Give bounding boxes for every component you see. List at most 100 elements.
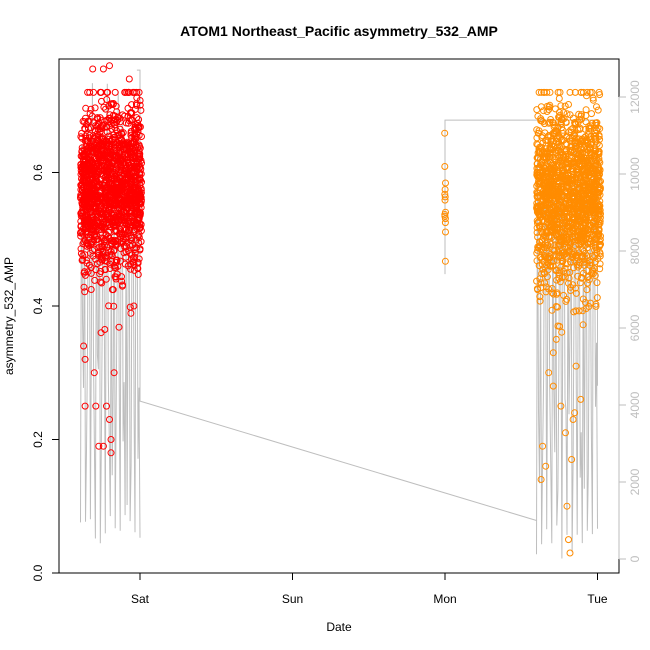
x-tick-label: Tue <box>587 592 608 606</box>
data-point <box>109 222 117 230</box>
data-point <box>136 144 144 152</box>
data-point <box>580 247 588 255</box>
data-point <box>564 248 572 256</box>
data-point <box>535 127 543 135</box>
data-point <box>549 118 556 126</box>
data-point <box>116 114 124 122</box>
data-point <box>578 211 586 219</box>
data-point <box>138 133 145 140</box>
data-point <box>595 163 602 171</box>
data-point <box>112 102 120 110</box>
data-point <box>442 179 449 187</box>
data-point <box>541 253 549 261</box>
data-point <box>107 142 115 150</box>
data-point <box>591 147 599 155</box>
data-point <box>107 149 114 157</box>
data-point <box>121 235 129 243</box>
data-point <box>577 204 585 212</box>
data-point <box>137 165 145 173</box>
data-point <box>557 136 565 144</box>
data-point <box>596 236 604 244</box>
data-point <box>596 91 604 99</box>
data-point <box>110 210 118 218</box>
data-point <box>78 129 86 137</box>
data-point <box>535 174 543 182</box>
data-point <box>575 193 583 201</box>
data-point <box>132 172 140 180</box>
data-point <box>133 216 141 223</box>
data-point <box>82 176 90 183</box>
data-point <box>113 160 121 168</box>
data-point <box>114 154 122 161</box>
data-point <box>556 271 564 279</box>
series-line <box>80 83 141 544</box>
data-point <box>566 157 573 165</box>
data-point <box>586 238 594 246</box>
data-point <box>554 160 562 168</box>
data-point <box>587 206 595 214</box>
data-point <box>93 170 101 178</box>
data-point <box>112 165 120 173</box>
data-point <box>102 253 109 261</box>
data-point <box>573 216 581 224</box>
data-point <box>125 146 132 154</box>
data-point <box>137 227 145 235</box>
data-point <box>127 169 135 177</box>
data-point <box>127 309 135 317</box>
data-point <box>568 456 576 463</box>
data-point <box>83 159 91 167</box>
data-point <box>119 281 127 289</box>
data-point <box>97 219 105 227</box>
data-point <box>126 221 134 229</box>
data-point <box>102 275 110 283</box>
data-point <box>536 293 544 301</box>
data-point <box>540 88 548 96</box>
data-point <box>595 205 603 213</box>
data-point <box>562 140 570 148</box>
data-point <box>585 273 592 280</box>
data-point <box>573 227 581 235</box>
data-point <box>575 135 583 143</box>
data-point <box>552 200 560 208</box>
data-point <box>96 270 104 278</box>
data-point <box>545 180 553 188</box>
data-point <box>564 196 572 204</box>
data-point <box>565 214 573 222</box>
data-point <box>86 208 94 216</box>
data-point <box>548 306 556 314</box>
data-point <box>543 215 551 222</box>
data-point <box>92 266 100 274</box>
data-point <box>107 248 115 256</box>
data-point <box>533 199 541 207</box>
data-point <box>580 171 587 179</box>
data-point <box>99 65 107 73</box>
data-point <box>563 295 571 303</box>
data-point <box>561 264 569 272</box>
data-point <box>594 212 602 220</box>
data-point <box>593 235 601 243</box>
data-point <box>81 203 89 211</box>
data-point <box>99 442 107 450</box>
data-point <box>575 197 583 205</box>
x-axis-label: Date <box>326 620 352 634</box>
data-point <box>83 257 91 264</box>
data-point <box>593 294 601 302</box>
data-point <box>102 190 110 198</box>
data-point <box>582 133 590 140</box>
y-axis-left: 0.0 0.2 0.4 0.6 <box>31 164 60 581</box>
data-point <box>89 226 97 234</box>
data-point <box>106 146 114 154</box>
data-point <box>90 236 98 244</box>
data-point <box>534 160 541 168</box>
data-point <box>549 129 557 137</box>
data-point <box>537 117 545 125</box>
data-point <box>547 158 554 166</box>
data-point <box>539 442 547 450</box>
data-point <box>131 123 139 131</box>
data-point <box>581 154 589 162</box>
data-point <box>559 172 566 180</box>
data-point <box>572 162 580 169</box>
data-point <box>123 207 130 215</box>
data-point <box>588 119 596 127</box>
data-point <box>594 148 602 156</box>
